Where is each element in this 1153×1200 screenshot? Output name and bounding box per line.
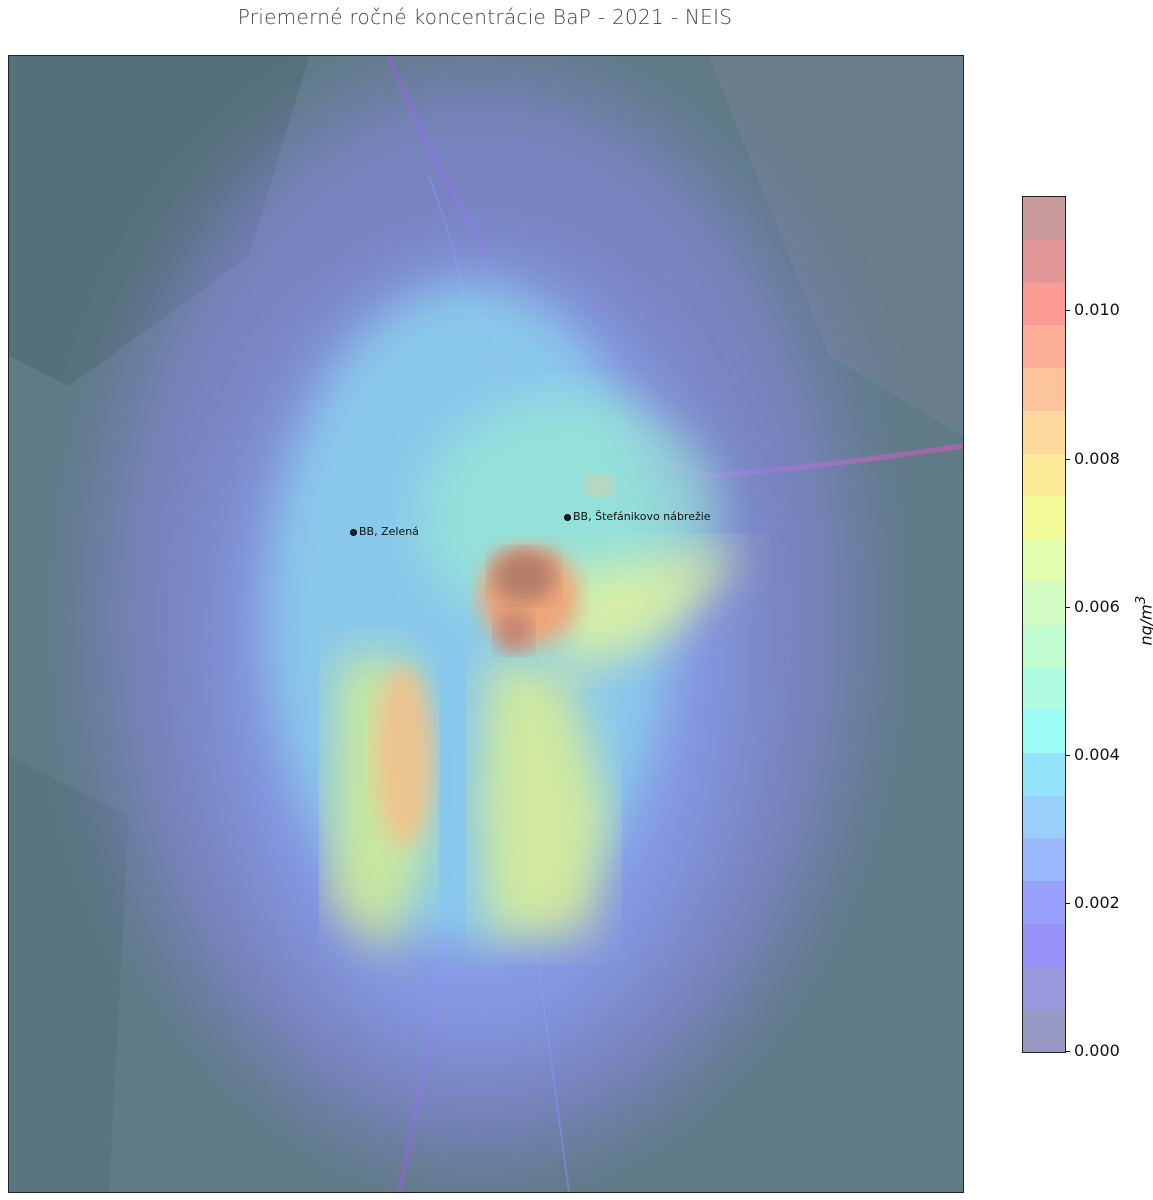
unit-exponent: 3 — [1134, 595, 1150, 605]
colorbar-bin — [1023, 1009, 1065, 1052]
colorbar — [1022, 196, 1066, 1053]
station-label: BB, Štefánikovo nábrežie — [573, 510, 711, 523]
colorbar-bin — [1023, 838, 1065, 881]
colorbar-tick: 0.002 — [1065, 893, 1120, 912]
colorbar-tick: 0.004 — [1065, 745, 1120, 764]
colorbar-bin — [1023, 453, 1065, 497]
colorbar-bin — [1023, 239, 1065, 283]
map-title: Priemerné ročné koncentrácie BaP - 2021 … — [237, 5, 733, 29]
colorbar-bin — [1023, 710, 1065, 753]
colorbar-bin — [1023, 496, 1065, 539]
station-marker-stefanikovo[interactable]: BB, Štefánikovo nábrežie — [564, 510, 711, 523]
colorbar-bin — [1023, 197, 1065, 240]
colorbar-bin — [1023, 539, 1065, 582]
colorbar-bin — [1023, 325, 1065, 368]
concentration-map[interactable]: BB, Zelená BB, Štefánikovo nábrežie — [8, 55, 964, 1193]
concentration-overlay — [99, 76, 859, 1156]
colorbar-bin — [1023, 923, 1065, 967]
colorbar-tick: 0.000 — [1065, 1041, 1120, 1060]
colorbar-bin — [1023, 581, 1065, 625]
unit-text: ng/m — [1136, 604, 1153, 646]
colorbar-tick: 0.006 — [1065, 597, 1120, 616]
colorbar-bin — [1023, 752, 1065, 796]
station-dot-icon — [350, 528, 357, 536]
colorbar-bin — [1023, 795, 1065, 839]
station-dot-icon — [564, 513, 571, 521]
colorbar-bin — [1023, 624, 1065, 668]
colorbar-bin — [1023, 410, 1065, 454]
colorbar-bin — [1023, 881, 1065, 924]
colorbar-bin — [1023, 282, 1065, 326]
station-label: BB, Zelená — [359, 525, 419, 538]
colorbar-bin — [1023, 966, 1065, 1010]
colorbar-unit-label: ng/m3 — [1134, 596, 1153, 646]
station-marker-zelena[interactable]: BB, Zelená — [350, 525, 419, 538]
colorbar-tick: 0.008 — [1065, 449, 1120, 468]
colorbar-tick: 0.010 — [1065, 300, 1120, 319]
colorbar-bin — [1023, 667, 1065, 710]
colorbar-bin — [1023, 368, 1065, 411]
map-layers — [9, 56, 963, 1192]
